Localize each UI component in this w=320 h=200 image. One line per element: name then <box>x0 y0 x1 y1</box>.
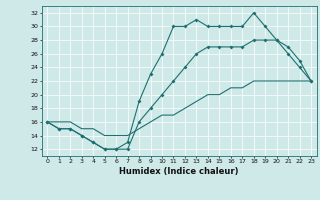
X-axis label: Humidex (Indice chaleur): Humidex (Indice chaleur) <box>119 167 239 176</box>
